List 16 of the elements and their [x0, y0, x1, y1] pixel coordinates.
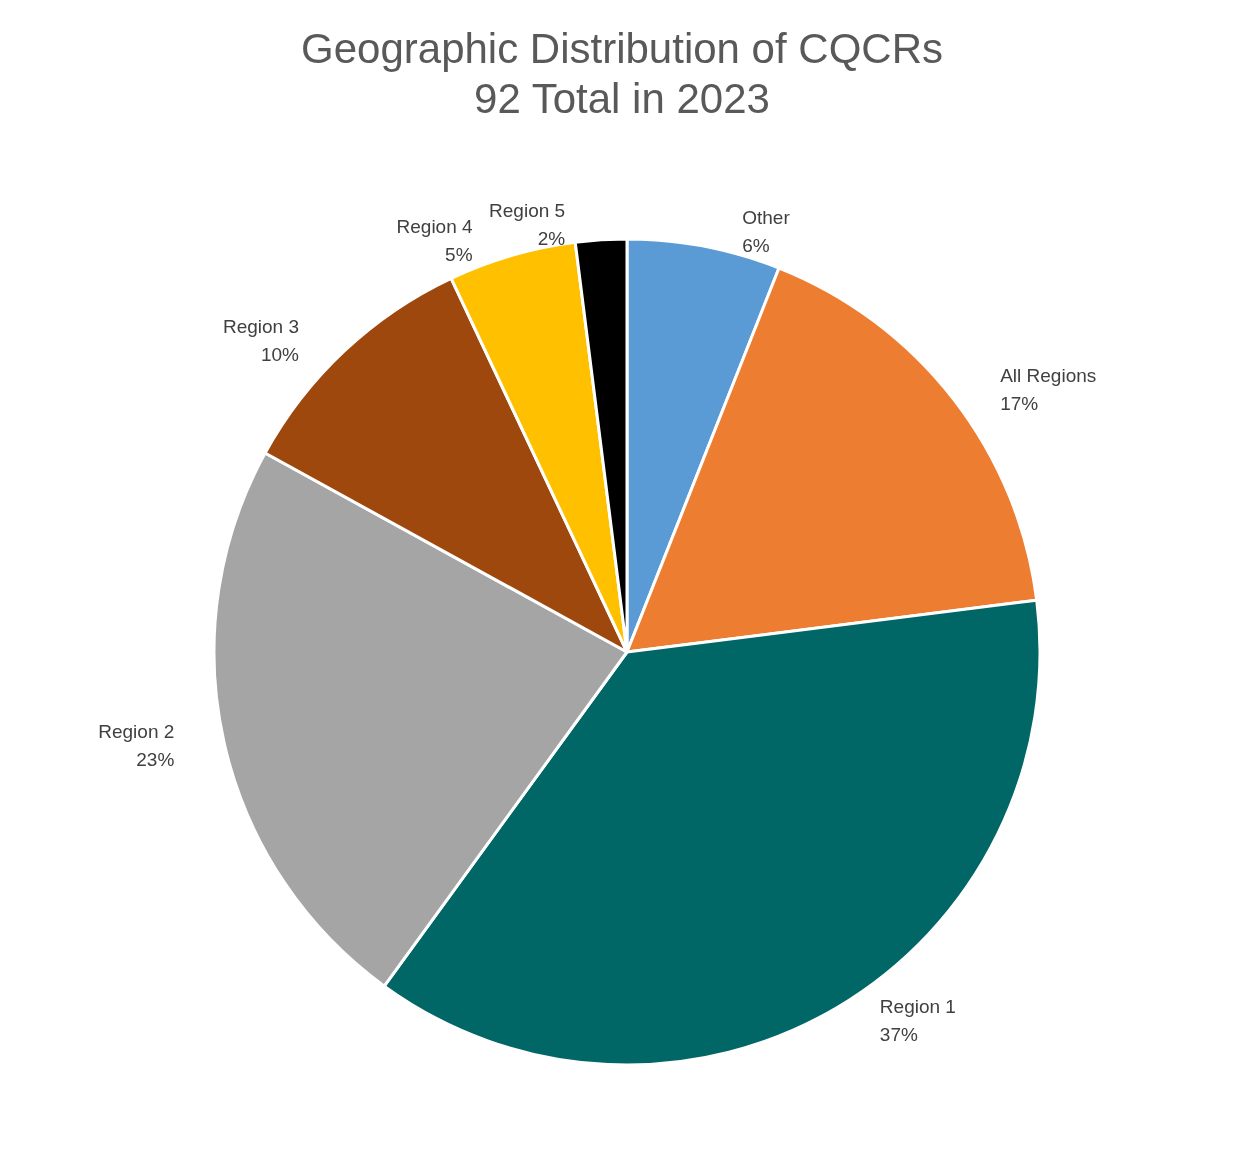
slice-label: All Regions	[1000, 365, 1097, 387]
slice-label: Region 3	[222, 315, 300, 337]
slice-label: Region 2	[98, 720, 175, 742]
slice-label: Other	[742, 207, 791, 229]
data-label: 17%	[1000, 393, 1039, 415]
data-label: 5%	[445, 244, 473, 266]
data-label: 37%	[879, 1023, 918, 1045]
chart-subtitle: 92 Total in 2023	[474, 74, 770, 122]
chart-title: Geographic Distribution of CQCRs	[301, 24, 943, 72]
slice-label: Region 1	[879, 995, 956, 1017]
data-label: 10%	[260, 343, 300, 365]
slice-label: Region 4	[396, 216, 474, 238]
slice-label: Region 5	[489, 200, 566, 222]
data-label: 6%	[742, 235, 770, 257]
data-label: 23%	[136, 748, 175, 770]
data-label: 2%	[537, 228, 566, 250]
